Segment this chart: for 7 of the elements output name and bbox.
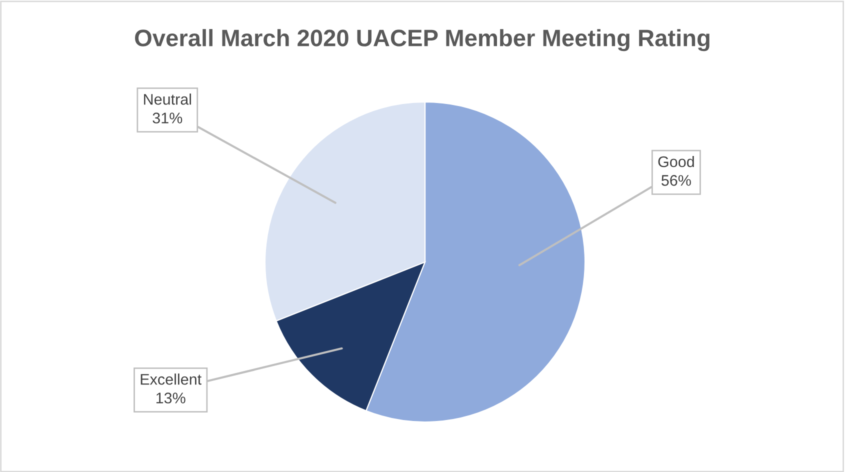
data-label: 13%	[156, 392, 186, 404]
data-label: 31%	[152, 112, 182, 124]
chart-title: Overall March 2020 UACEP Member Meeting Rating	[135, 29, 710, 52]
slice-label: Excellent	[140, 374, 202, 385]
data-label: 56%	[662, 175, 691, 186]
slice-label: Neutral	[144, 94, 192, 105]
slice-label: Good	[658, 156, 694, 168]
